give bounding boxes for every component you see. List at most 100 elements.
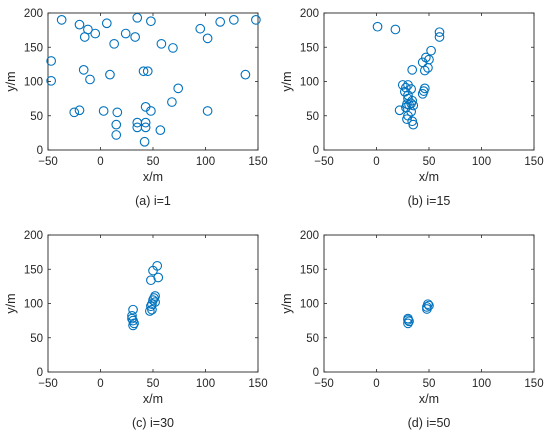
x-tick-label: 50 bbox=[147, 378, 160, 390]
data-point bbox=[394, 105, 405, 116]
y-tick-label: 100 bbox=[300, 299, 319, 311]
y-axis-label: y/m bbox=[280, 71, 294, 91]
data-point bbox=[422, 302, 432, 312]
data-point bbox=[402, 114, 412, 125]
subplot-caption: (d) i=50 bbox=[408, 416, 451, 430]
y-tick-label: 50 bbox=[30, 111, 43, 123]
x-tick-label: 100 bbox=[472, 378, 491, 390]
data-point bbox=[229, 15, 239, 25]
y-tick-label: 200 bbox=[300, 230, 319, 242]
x-tick-label: 50 bbox=[423, 156, 436, 168]
y-tick-label: 100 bbox=[300, 77, 319, 89]
data-point bbox=[403, 315, 413, 325]
data-point bbox=[128, 320, 138, 331]
data-point bbox=[98, 106, 109, 116]
data-point bbox=[74, 105, 85, 116]
data-point bbox=[146, 275, 156, 286]
data-point bbox=[145, 306, 155, 316]
data-point bbox=[46, 75, 57, 86]
data-point bbox=[79, 32, 90, 42]
x-axis-label: x/m bbox=[419, 170, 439, 184]
y-tick-label: 100 bbox=[24, 299, 43, 311]
data-point bbox=[101, 18, 112, 29]
data-point bbox=[240, 69, 251, 80]
data-point bbox=[128, 304, 138, 315]
x-axis-label: x/m bbox=[419, 392, 439, 406]
data-point bbox=[146, 106, 156, 116]
x-axis-label: x/m bbox=[143, 170, 163, 184]
data-point bbox=[202, 106, 213, 116]
x-tick-label: 100 bbox=[196, 156, 215, 168]
data-point bbox=[69, 107, 80, 118]
data-point bbox=[434, 27, 445, 38]
data-point bbox=[105, 69, 115, 80]
data-point bbox=[111, 130, 122, 140]
data-point bbox=[132, 12, 143, 23]
data-point bbox=[140, 117, 151, 128]
data-point bbox=[372, 21, 383, 32]
data-point bbox=[155, 125, 166, 135]
data-point bbox=[140, 122, 151, 133]
y-tick-label: 150 bbox=[300, 42, 319, 54]
y-axis-label: y/m bbox=[4, 293, 18, 313]
axes-frame bbox=[47, 234, 259, 373]
x-tick-label: 150 bbox=[248, 156, 267, 168]
data-point bbox=[167, 97, 177, 107]
data-point bbox=[109, 38, 119, 49]
data-point bbox=[139, 136, 150, 147]
x-tick-label: 0 bbox=[97, 378, 103, 390]
x-tick-label: 100 bbox=[472, 156, 491, 168]
data-point bbox=[112, 107, 123, 118]
x-tick-label: 150 bbox=[248, 378, 267, 390]
data-point bbox=[397, 80, 408, 90]
data-point bbox=[120, 28, 131, 39]
y-tick-label: 150 bbox=[300, 264, 319, 276]
data-point bbox=[90, 28, 101, 39]
data-point bbox=[406, 84, 417, 94]
y-tick-label: 0 bbox=[313, 145, 319, 157]
y-tick-label: 0 bbox=[37, 145, 43, 157]
data-point bbox=[78, 65, 89, 75]
data-point bbox=[146, 16, 156, 27]
x-tick-label: −50 bbox=[314, 378, 334, 390]
y-tick-label: 150 bbox=[24, 42, 43, 54]
data-point bbox=[85, 74, 95, 85]
data-point bbox=[426, 45, 436, 56]
subplot-caption: (c) i=30 bbox=[132, 416, 174, 430]
data-point bbox=[401, 82, 411, 93]
data-point bbox=[142, 66, 153, 77]
data-point bbox=[390, 24, 401, 35]
data-point bbox=[147, 304, 157, 315]
x-tick-label: 0 bbox=[373, 156, 379, 168]
data-point bbox=[46, 56, 57, 66]
y-tick-label: 150 bbox=[24, 264, 43, 276]
data-point bbox=[404, 99, 414, 110]
y-tick-label: 200 bbox=[24, 8, 43, 20]
data-point bbox=[202, 33, 213, 44]
x-tick-label: 50 bbox=[423, 378, 436, 390]
x-tick-label: 50 bbox=[147, 156, 160, 168]
data-point bbox=[147, 299, 157, 310]
x-tick-label: 100 bbox=[196, 378, 215, 390]
data-point bbox=[408, 100, 419, 111]
data-point bbox=[129, 318, 139, 329]
y-tick-label: 200 bbox=[24, 230, 43, 242]
data-point bbox=[173, 83, 184, 94]
data-point bbox=[423, 62, 433, 73]
data-point bbox=[130, 32, 140, 42]
y-tick-label: 0 bbox=[37, 367, 43, 379]
x-tick-label: −50 bbox=[38, 378, 58, 390]
y-tick-label: 50 bbox=[30, 333, 43, 345]
data-point bbox=[149, 293, 159, 303]
y-tick-label: 50 bbox=[306, 111, 319, 123]
subplot-caption: (b) i=15 bbox=[408, 194, 451, 208]
y-axis-label: y/m bbox=[280, 293, 294, 313]
data-point bbox=[215, 17, 226, 27]
data-point bbox=[127, 313, 137, 324]
axes-frame bbox=[323, 12, 535, 151]
x-tick-label: 150 bbox=[524, 378, 543, 390]
